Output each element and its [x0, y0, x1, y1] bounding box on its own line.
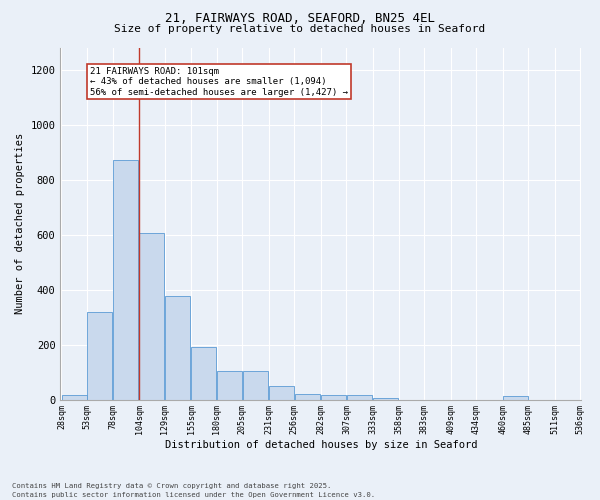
Text: 21 FAIRWAYS ROAD: 101sqm
← 43% of detached houses are smaller (1,094)
56% of sem: 21 FAIRWAYS ROAD: 101sqm ← 43% of detach…	[90, 67, 348, 96]
Bar	[191, 348, 217, 400]
X-axis label: Distribution of detached houses by size in Seaford: Distribution of detached houses by size …	[164, 440, 477, 450]
Bar	[87, 312, 112, 400]
Bar	[295, 394, 320, 400]
Text: 21, FAIRWAYS ROAD, SEAFORD, BN25 4EL: 21, FAIRWAYS ROAD, SEAFORD, BN25 4EL	[165, 12, 435, 26]
Bar	[165, 296, 190, 400]
Y-axis label: Number of detached properties: Number of detached properties	[15, 133, 25, 314]
Bar	[139, 233, 164, 400]
Bar	[113, 160, 138, 400]
Bar	[373, 398, 398, 400]
Bar	[347, 394, 372, 400]
Bar	[321, 394, 346, 400]
Bar	[503, 396, 528, 400]
Text: Contains HM Land Registry data © Crown copyright and database right 2025.: Contains HM Land Registry data © Crown c…	[12, 483, 331, 489]
Text: Contains public sector information licensed under the Open Government Licence v3: Contains public sector information licen…	[12, 492, 375, 498]
Bar	[217, 370, 242, 400]
Bar	[62, 396, 87, 400]
Bar	[269, 386, 294, 400]
Text: Size of property relative to detached houses in Seaford: Size of property relative to detached ho…	[115, 24, 485, 34]
Bar	[242, 370, 268, 400]
